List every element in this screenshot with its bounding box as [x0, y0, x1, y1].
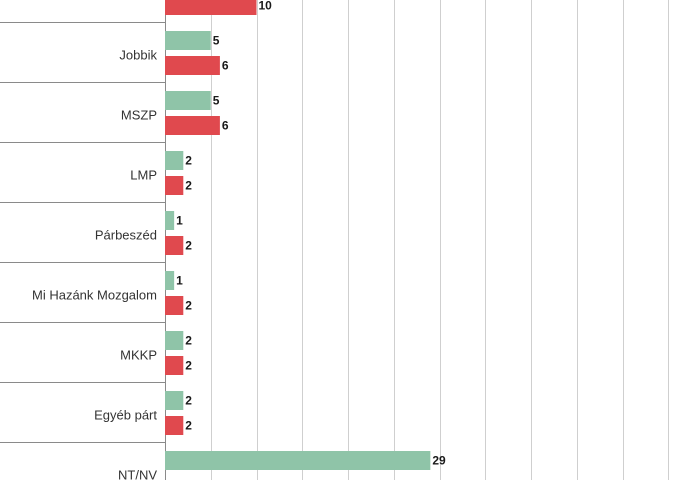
data-label: 6: [222, 59, 229, 73]
bar-series-2: [165, 296, 184, 315]
category-label: MSZP: [121, 107, 157, 122]
bar-series-1: [165, 391, 184, 410]
data-label: 2: [185, 334, 192, 348]
data-label: 2: [185, 154, 192, 168]
data-label: 2: [185, 179, 192, 193]
category-label: MKKP: [120, 347, 157, 362]
bar-series-2: [165, 56, 220, 75]
data-label: 5: [213, 34, 220, 48]
bar-series-1: [165, 211, 175, 230]
category-label: Párbeszéd: [95, 227, 157, 242]
data-label: 1: [176, 274, 183, 288]
data-label: 2: [185, 239, 192, 253]
bar-series-1: [165, 91, 211, 110]
bar-series-1: [165, 451, 431, 470]
category-label: Jobbik: [119, 47, 157, 62]
category-label: Egyéb párt: [94, 407, 157, 422]
data-label: 5: [213, 94, 220, 108]
data-label: 2: [185, 394, 192, 408]
category-label: NT/NV: [118, 467, 157, 480]
data-label: 10: [259, 0, 273, 13]
bar-series-1: [165, 271, 175, 290]
bar-series-1: [165, 151, 184, 170]
data-label: 6: [222, 119, 229, 133]
bar-series-2: [165, 116, 220, 135]
bar-series-2: [165, 356, 184, 375]
category-label: Mi Hazánk Mozgalom: [32, 287, 157, 302]
data-label: 1: [176, 214, 183, 228]
data-label: 2: [185, 359, 192, 373]
data-label: 2: [185, 419, 192, 433]
bar-series-2: [165, 0, 257, 15]
data-label: 29: [432, 454, 446, 468]
data-label: 2: [185, 299, 192, 313]
bar-series-2: [165, 176, 184, 195]
bar-series-1: [165, 31, 211, 50]
bar-series-2: [165, 236, 184, 255]
category-label: LMP: [130, 167, 157, 182]
bar-series-1: [165, 331, 184, 350]
bar-series-2: [165, 416, 184, 435]
